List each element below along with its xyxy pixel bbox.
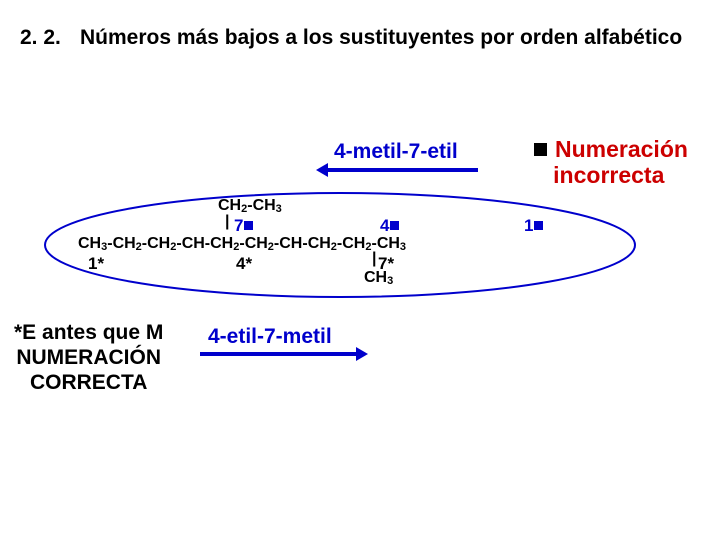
pos-7-incorrect: 7 xyxy=(234,216,253,236)
correct-note: *E antes que M NUMERACIÓN CORRECTA xyxy=(14,320,163,396)
branch-bottom: CH3 xyxy=(364,270,393,287)
carbon-chain: CH3-CH2-CH2-CH-CH2-CH2-CH-CH2-CH2-CH3 xyxy=(78,236,406,253)
bond-top: | xyxy=(225,214,229,230)
bond-bottom: | xyxy=(372,251,376,267)
correct-name-label: 4-etil-7-metil xyxy=(208,325,332,349)
section-number: 2. 2. xyxy=(20,24,80,51)
pos-4-incorrect: 4 xyxy=(380,216,399,236)
arrow-correct xyxy=(200,352,358,356)
pos-4-correct: 4* xyxy=(236,254,252,274)
arrow-incorrect xyxy=(326,168,478,172)
page-title: Números más bajos a los sustituyentes po… xyxy=(80,24,700,51)
incorrect-name-label: 4-metil-7-etil xyxy=(334,140,458,164)
pos-1-incorrect: 1 xyxy=(524,216,543,236)
incorrect-heading: Numeración incorrecta xyxy=(534,136,688,189)
pos-1-correct: 1* xyxy=(88,254,104,274)
square-bullet-icon xyxy=(534,143,547,156)
